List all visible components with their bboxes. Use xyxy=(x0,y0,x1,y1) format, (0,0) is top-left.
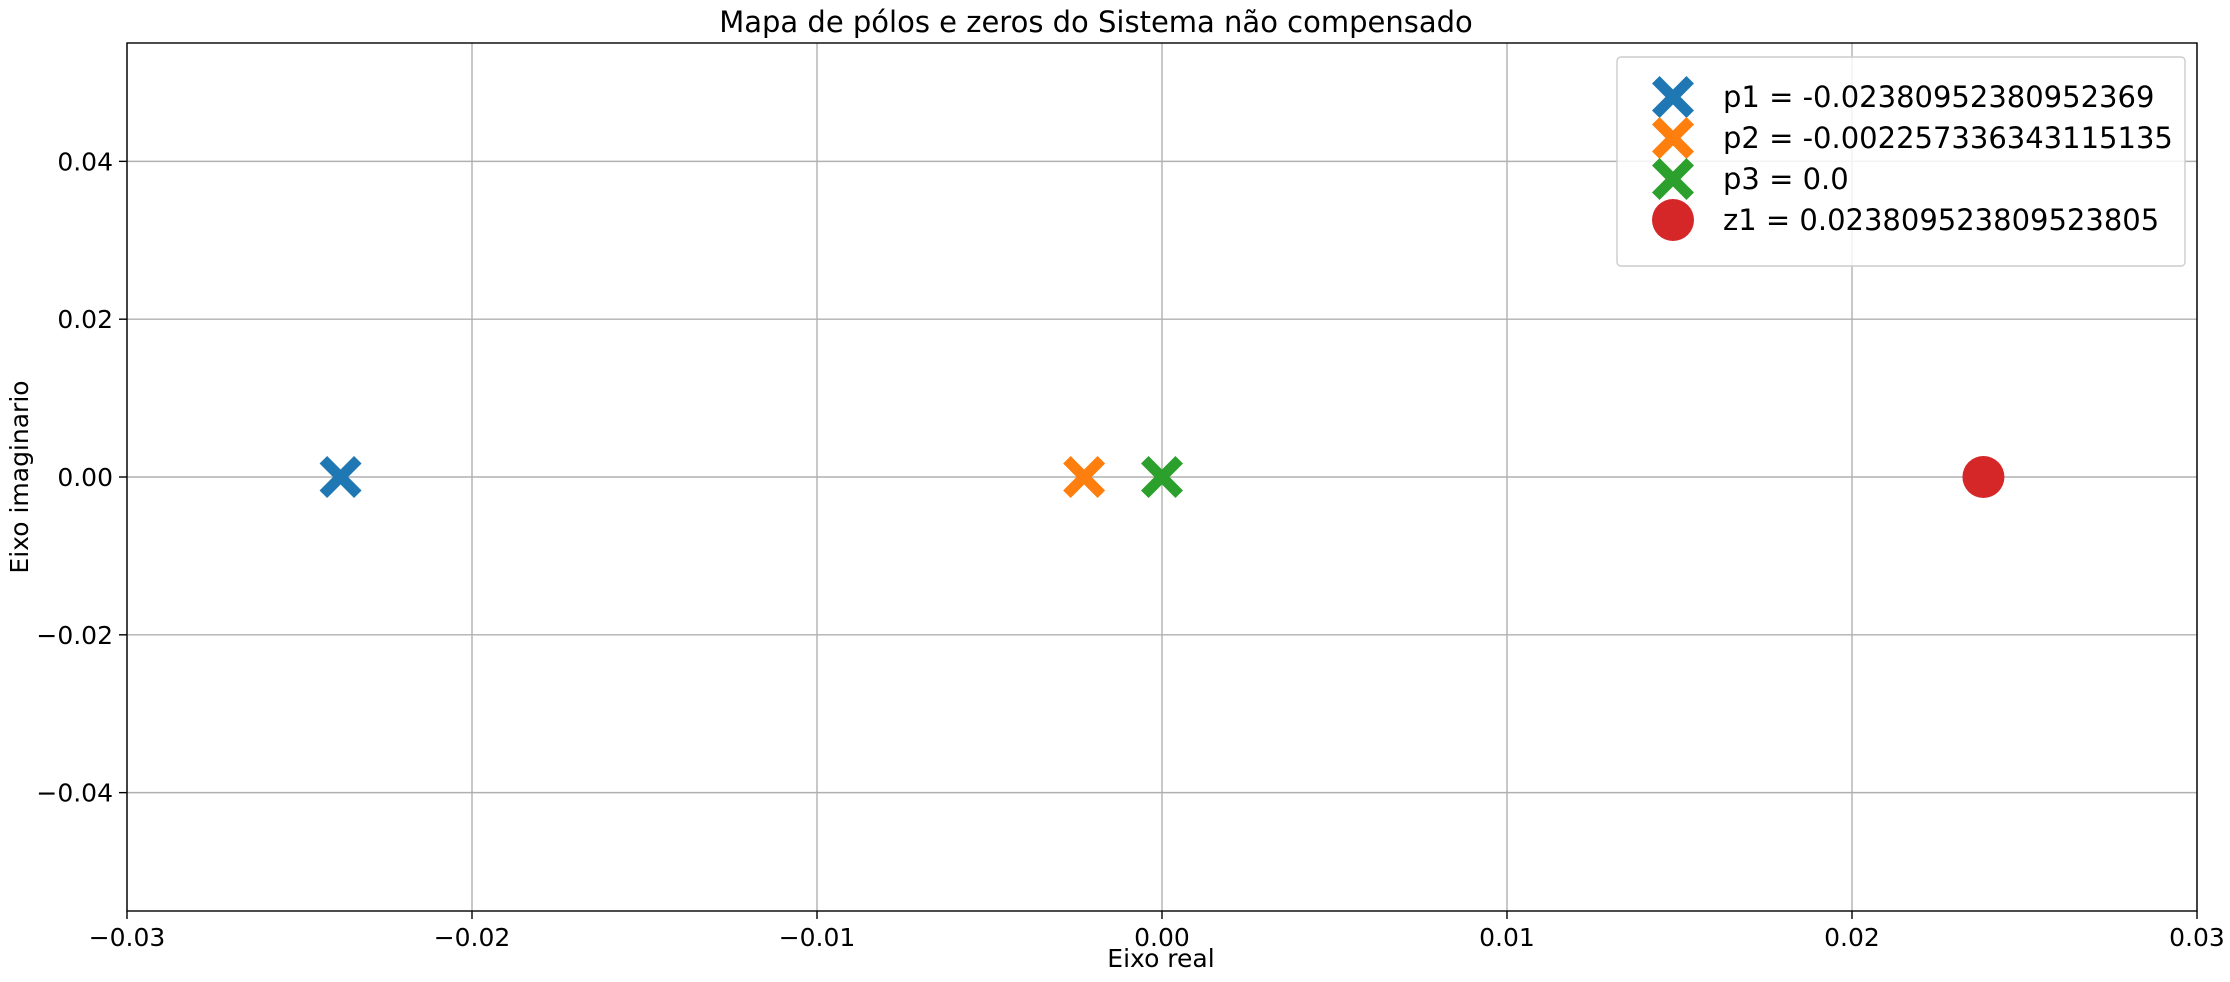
x-tick-label: −0.03 xyxy=(89,923,166,952)
y-tick-label: −0.04 xyxy=(36,779,113,808)
x-tick-label: −0.01 xyxy=(779,923,856,952)
legend: p1 = -0.02380952380952369 p2 = -0.0022573… xyxy=(1616,56,2186,267)
legend-entry: p1 = -0.02380952380952369 xyxy=(1652,76,2154,118)
legend-marker xyxy=(1652,158,1694,200)
y-tick-label: 0.02 xyxy=(57,305,113,334)
x-axis-label: Eixo real xyxy=(1107,944,1214,973)
legend-entry: p2 = -0.002257336343115135 xyxy=(1652,117,2173,159)
legend-label: p1 = -0.02380952380952369 xyxy=(1723,80,2154,114)
x-tick-label: 0.00 xyxy=(1134,923,1190,952)
y-tick-label: −0.02 xyxy=(36,621,113,650)
legend-marker xyxy=(1652,76,1694,118)
pole-marker-2 xyxy=(1063,456,1106,498)
legend-entry: z1 = 0.023809523809523805 xyxy=(1652,199,2159,241)
y-axis-label: Eixo imaginario xyxy=(5,380,34,573)
x-tick-label: 0.02 xyxy=(1824,923,1880,952)
y-tick-label: 0.00 xyxy=(57,463,113,492)
data-marks xyxy=(319,456,2005,498)
zero-marker-4 xyxy=(1962,456,2005,498)
legend-box xyxy=(1616,56,2186,267)
x-tick-label: −0.02 xyxy=(434,923,511,952)
legend-entry: p3 = 0.0 xyxy=(1652,158,1849,200)
x-tick-label: 0.01 xyxy=(1479,923,1535,952)
chart-title: Mapa de pólos e zeros do Sistema não com… xyxy=(719,5,1473,39)
legend-marker xyxy=(1652,199,1694,241)
legend-label: p3 = 0.0 xyxy=(1723,162,1849,196)
pole-marker-1 xyxy=(319,456,362,498)
y-tick-label: 0.04 xyxy=(57,147,113,176)
legend-label: z1 = 0.023809523809523805 xyxy=(1723,203,2159,237)
legend-marker xyxy=(1652,117,1694,159)
legend-label: p2 = -0.002257336343115135 xyxy=(1723,121,2173,155)
pole-marker-3 xyxy=(1141,456,1183,498)
axis-ticks: −0.03 −0.02 −0.01 0.00 0.01 0.02 0.03 −0.04 −0.0… xyxy=(36,147,2224,952)
x-tick-label: 0.03 xyxy=(2169,923,2225,952)
